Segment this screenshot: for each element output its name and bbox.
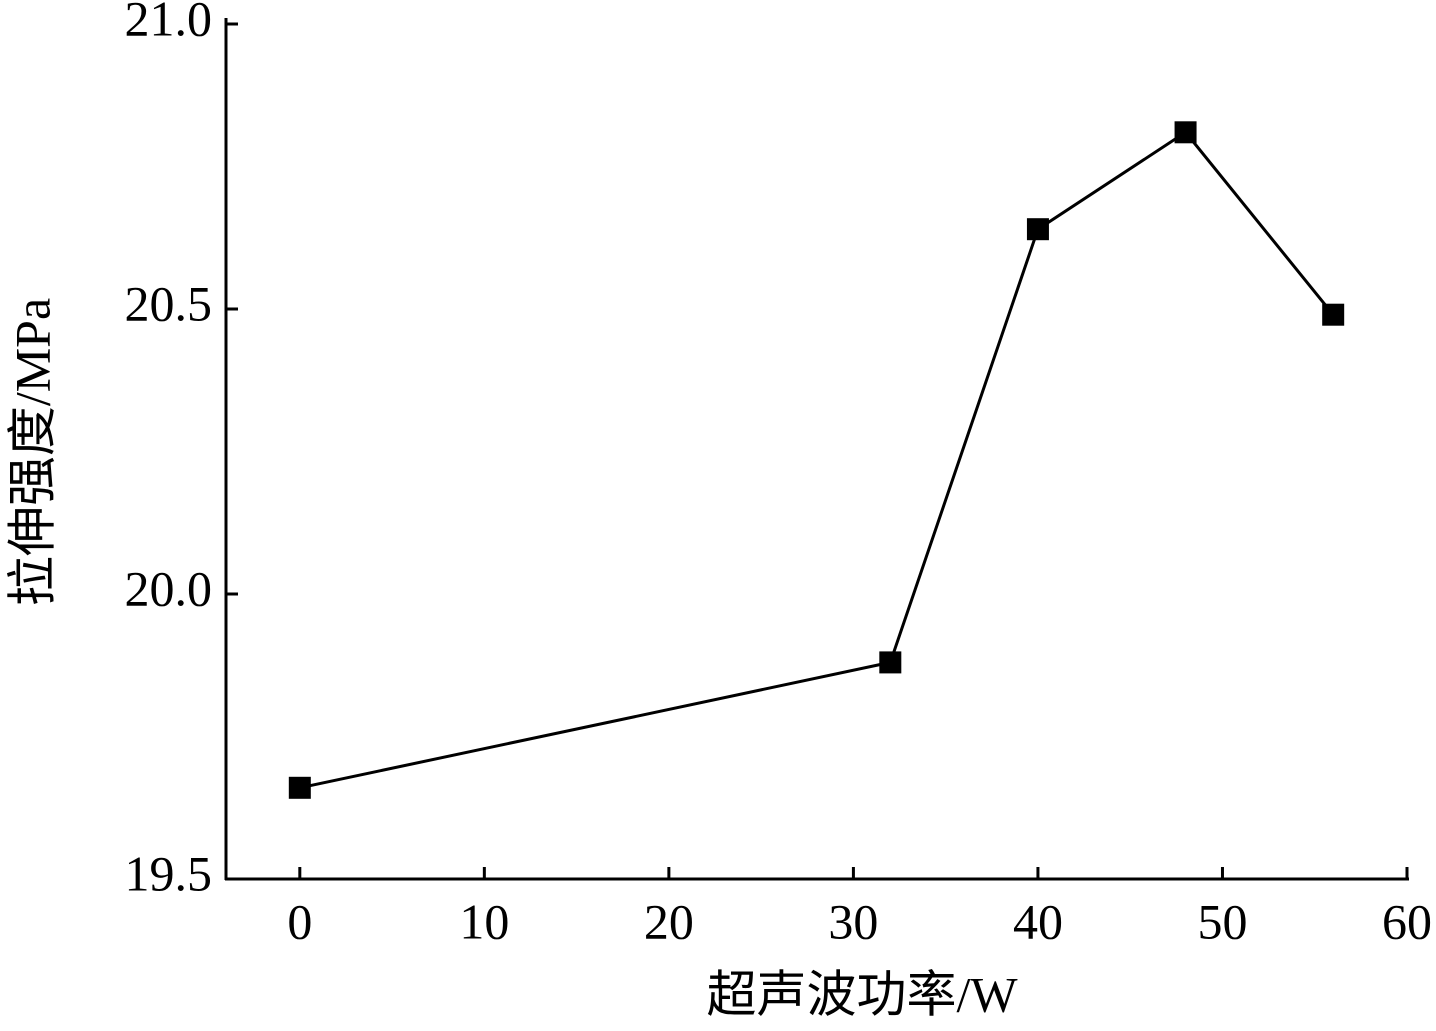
marker	[1026, 218, 1049, 241]
y-axis-label: 拉伸强度/MPa	[4, 298, 60, 606]
line	[299, 130, 1335, 790]
y-tick-label: 19.5	[125, 845, 213, 901]
marker	[1174, 121, 1197, 144]
marker	[879, 651, 902, 674]
marker	[288, 776, 311, 799]
x-tick-label: 0	[287, 893, 312, 949]
x-tick-label: 20	[644, 893, 694, 949]
x-tick-label: 50	[1197, 893, 1247, 949]
x-axis-label: 超声波功率/W	[706, 966, 1018, 1022]
x-tick-label: 40	[1013, 893, 1063, 949]
y-tick-label: 20.5	[125, 275, 213, 331]
y-tick-label: 20.0	[125, 560, 213, 616]
marker	[1322, 303, 1345, 326]
y-tick-label: 21.0	[125, 0, 213, 46]
x-tick-label: 10	[459, 893, 509, 949]
x-tick-label: 30	[828, 893, 878, 949]
x-tick-label: 60	[1382, 893, 1432, 949]
